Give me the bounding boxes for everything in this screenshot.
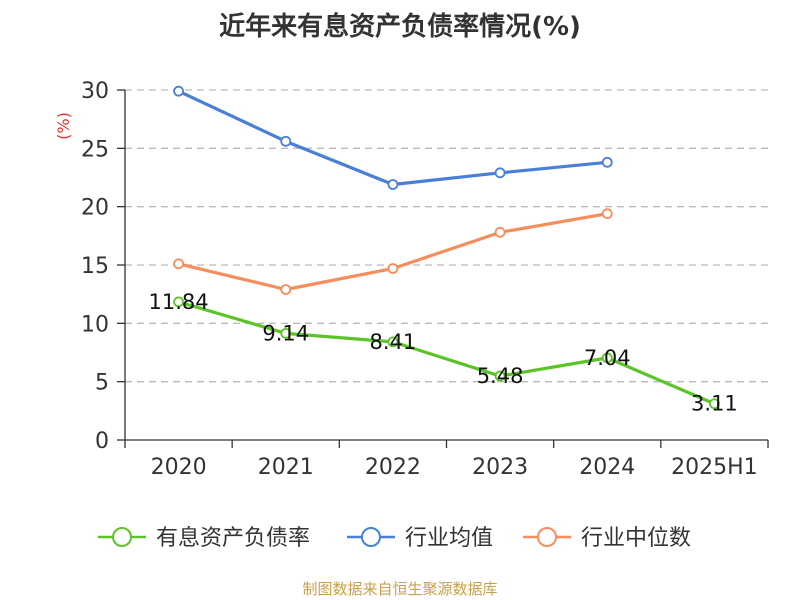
- y-tick-label: 10: [81, 312, 109, 337]
- legend-marker: [537, 527, 557, 547]
- x-tick-label: 2022: [365, 455, 421, 480]
- series-layer: [173, 85, 720, 410]
- y-tick-label: 15: [81, 254, 109, 279]
- legend-marker: [112, 527, 132, 547]
- series-line: [178, 300, 716, 406]
- legend: 有息资产负债率 行业均值 行业中位数: [98, 526, 691, 551]
- x-tick-label: 2023: [472, 455, 528, 480]
- data-point: [601, 156, 613, 168]
- data-point: [494, 370, 506, 382]
- data-point: [709, 398, 720, 410]
- legend-label: 行业均值: [405, 526, 493, 551]
- data-point: [601, 352, 613, 364]
- data-point: [280, 135, 292, 147]
- y-axis-unit-label: (%): [54, 112, 73, 140]
- x-tick-label: 2021: [258, 455, 314, 480]
- data-point: [173, 296, 184, 308]
- chart-title: 近年来有息资产负债率情况(%): [219, 12, 581, 42]
- y-tick-label: 0: [95, 429, 109, 454]
- axes: 0 5 10 15 20 25 30 2020 2021 2022 2023 2024 2025H1: [81, 79, 769, 480]
- data-label: 8.41: [370, 330, 417, 354]
- legend-label: 有息资产负债率: [156, 526, 310, 551]
- data-point: [173, 85, 184, 97]
- data-point: [173, 258, 184, 270]
- x-tick-label: 2025H1: [671, 455, 758, 480]
- data-point: [387, 263, 399, 274]
- data-point: [494, 226, 506, 238]
- data-point: [280, 284, 292, 295]
- legend-item: 有息资产负债率: [98, 526, 310, 551]
- x-tick-label: 2020: [151, 455, 207, 480]
- y-tick-label: 25: [81, 137, 109, 162]
- data-label: 11.84: [149, 290, 209, 314]
- data-label: 3.11: [691, 392, 738, 416]
- data-point: [387, 336, 399, 348]
- y-tick-label: 20: [81, 196, 109, 221]
- y-tick-label: 30: [81, 79, 109, 104]
- source-note: 制图数据来自恒生聚源数据库: [302, 580, 498, 598]
- data-point: [601, 208, 613, 220]
- legend-marker: [361, 527, 381, 547]
- legend-label: 行业中位数: [581, 526, 691, 551]
- series-line: [178, 212, 608, 292]
- data-point: [387, 179, 399, 190]
- y-tick-label: 5: [95, 371, 109, 396]
- series-line: [177, 89, 608, 187]
- data-point: [280, 327, 292, 339]
- data-label: 9.14: [262, 321, 309, 345]
- data-label: 7.04: [584, 346, 631, 370]
- legend-item: 行业中位数: [523, 526, 691, 551]
- x-tick-label: 2024: [579, 455, 635, 480]
- legend-item: 行业均值: [347, 526, 493, 551]
- data-labels: 11.84 9.14 8.41 5.48 7.04 3.11: [149, 290, 738, 416]
- data-label: 5.48: [477, 364, 524, 388]
- data-point: [494, 167, 506, 179]
- grid-lines: [125, 89, 768, 383]
